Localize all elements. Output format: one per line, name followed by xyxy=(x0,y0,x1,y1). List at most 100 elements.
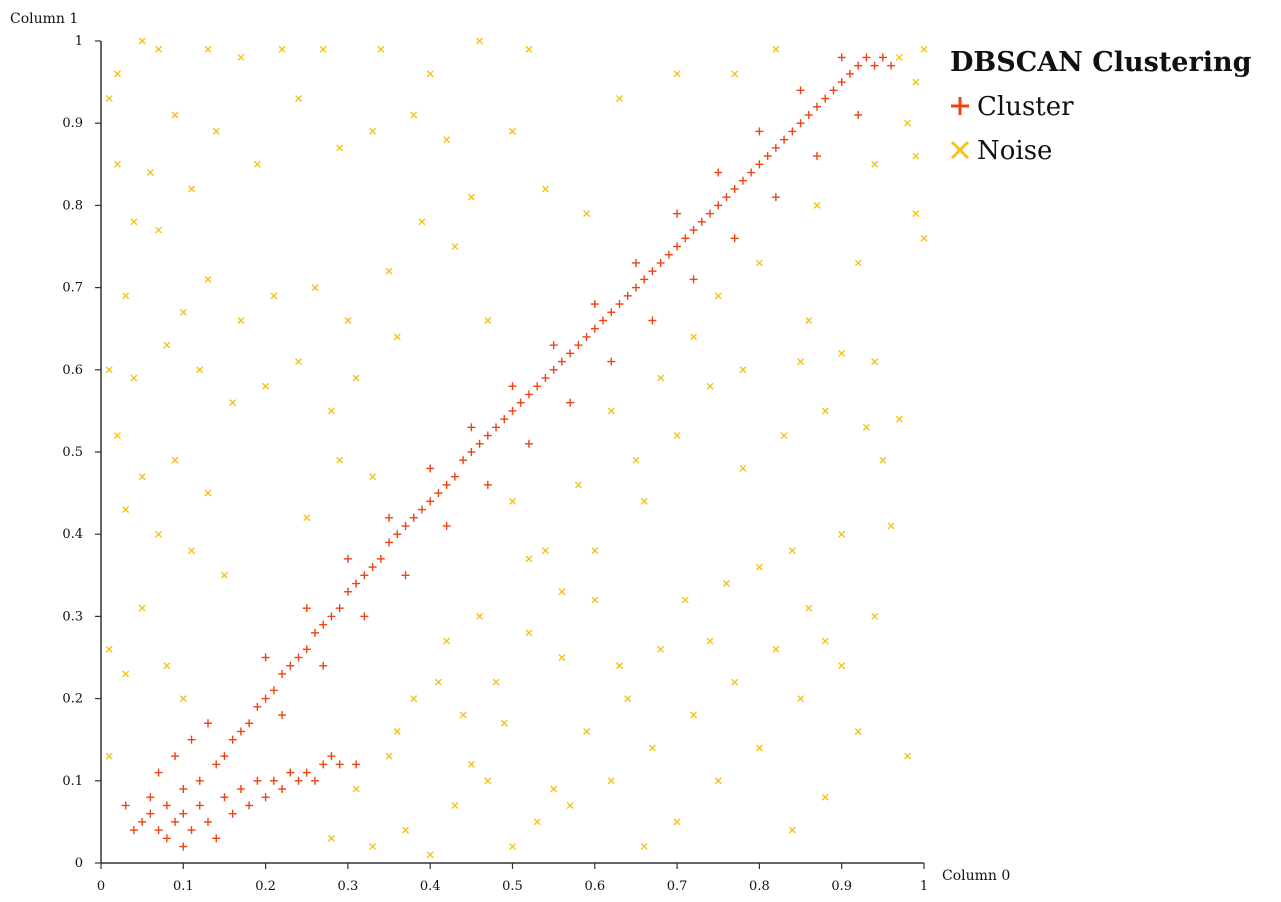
data-point xyxy=(196,366,204,374)
data-point xyxy=(492,423,501,432)
data-point xyxy=(327,834,335,842)
data-point xyxy=(302,645,311,654)
data-point xyxy=(229,399,237,407)
data-point xyxy=(179,809,188,818)
data-point xyxy=(336,456,344,464)
data-point xyxy=(163,662,171,670)
data-point xyxy=(352,785,360,793)
data-point xyxy=(286,661,295,670)
data-point xyxy=(656,258,665,267)
x-tick-label: 0.8 xyxy=(749,879,770,894)
data-point xyxy=(204,489,212,497)
data-point xyxy=(566,349,575,358)
data-point xyxy=(590,300,599,309)
data-point xyxy=(508,382,517,391)
points-layer xyxy=(105,37,928,859)
data-point xyxy=(311,284,319,292)
data-point xyxy=(163,341,171,349)
data-point xyxy=(582,332,591,341)
data-point xyxy=(278,785,287,794)
data-point xyxy=(171,752,180,761)
x-tick-label: 0.7 xyxy=(667,879,688,894)
data-point xyxy=(912,78,920,86)
data-point xyxy=(615,95,623,103)
data-point xyxy=(130,374,138,382)
data-point xyxy=(837,53,846,62)
data-point xyxy=(319,661,328,670)
data-point xyxy=(871,358,879,366)
y-tick-label: 0.1 xyxy=(62,774,83,789)
data-point xyxy=(706,382,714,390)
y-tick-label: 1 xyxy=(75,34,83,49)
data-point xyxy=(673,209,682,218)
data-point xyxy=(122,292,130,300)
data-point xyxy=(171,817,180,826)
legend: DBSCAN Clustering Cluster Noise xyxy=(950,47,1252,166)
data-point xyxy=(278,45,286,53)
data-point xyxy=(797,358,805,366)
data-point xyxy=(467,760,475,768)
data-point xyxy=(714,168,723,177)
data-point xyxy=(739,464,747,472)
data-point xyxy=(344,316,352,324)
data-point xyxy=(632,456,640,464)
y-tick-label: 0.2 xyxy=(62,692,83,707)
data-point xyxy=(870,61,879,70)
legend-item-cluster: Cluster xyxy=(951,92,1074,122)
data-point xyxy=(887,522,895,530)
data-point xyxy=(236,727,245,736)
data-point xyxy=(393,727,401,735)
data-point xyxy=(129,826,138,835)
data-point xyxy=(492,678,500,686)
data-point xyxy=(673,70,681,78)
data-point xyxy=(212,127,220,135)
x-tick-label: 0.4 xyxy=(420,879,441,894)
data-point xyxy=(657,374,665,382)
data-point xyxy=(376,554,385,563)
data-point xyxy=(524,439,533,448)
data-point xyxy=(484,777,492,785)
data-point xyxy=(805,316,813,324)
data-point xyxy=(294,776,303,785)
data-point xyxy=(838,662,846,670)
data-point xyxy=(904,119,912,127)
data-point xyxy=(640,275,649,284)
data-point xyxy=(188,185,196,193)
data-point xyxy=(771,143,780,152)
data-point xyxy=(220,793,229,802)
data-point xyxy=(261,793,270,802)
legend-label-cluster: Cluster xyxy=(977,92,1074,122)
y-ticks: 0 0.1 0.2 0.3 0.4 0.5 0.6 0.7 0.8 0.9 1 xyxy=(62,34,101,871)
data-point xyxy=(310,776,319,785)
data-point xyxy=(796,119,805,128)
data-point xyxy=(171,456,179,464)
data-point xyxy=(854,727,862,735)
data-point xyxy=(895,415,903,423)
y-axis-label: Column 1 xyxy=(10,11,78,27)
data-point xyxy=(664,250,673,259)
legend-plus-icon xyxy=(951,97,969,115)
data-point xyxy=(417,505,426,514)
data-point xyxy=(763,152,772,161)
data-point xyxy=(385,513,394,522)
data-point xyxy=(426,464,435,473)
x-axis-label: Column 0 xyxy=(942,868,1010,884)
data-point xyxy=(105,645,113,653)
data-point xyxy=(813,152,822,161)
data-point xyxy=(623,291,632,300)
data-point xyxy=(541,185,549,193)
data-point xyxy=(697,217,706,226)
y-tick-label: 0.7 xyxy=(62,281,83,296)
x-tick-label: 0.5 xyxy=(502,879,523,894)
data-point xyxy=(838,349,846,357)
data-point xyxy=(113,70,121,78)
data-point xyxy=(566,801,574,809)
data-point xyxy=(681,234,690,243)
data-point xyxy=(426,851,434,859)
data-point xyxy=(845,69,854,78)
data-point xyxy=(829,86,838,95)
data-point xyxy=(566,398,575,407)
data-point xyxy=(772,45,780,53)
data-point xyxy=(105,95,113,103)
data-point xyxy=(336,144,344,152)
